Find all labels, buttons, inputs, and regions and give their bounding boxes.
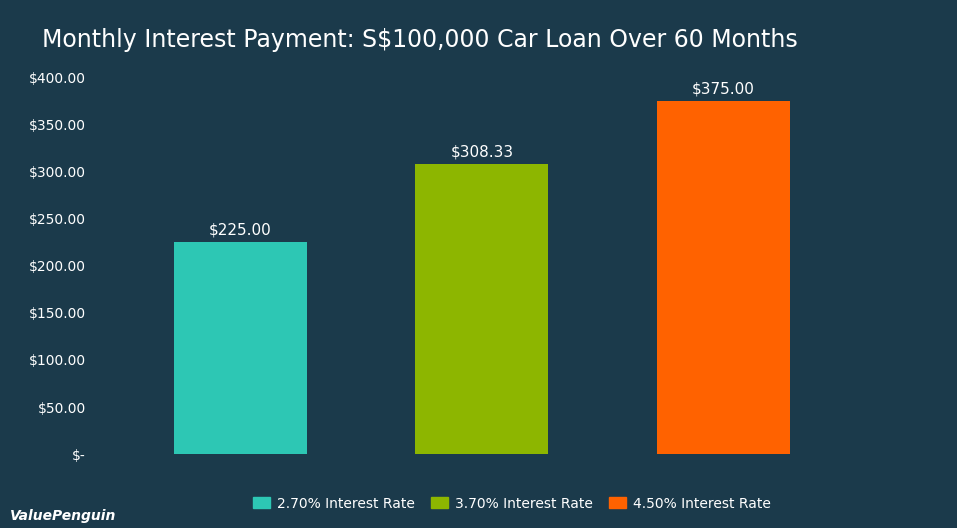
Text: $308.33: $308.33 [450, 144, 513, 159]
Bar [415, 164, 548, 454]
Bar [174, 242, 307, 454]
Text: $225.00: $225.00 [210, 222, 272, 238]
Text: Monthly Interest Payment: S$100,000 Car Loan Over 60 Months: Monthly Interest Payment: S$100,000 Car … [41, 27, 797, 52]
Text: ValuePenguin: ValuePenguin [10, 508, 116, 523]
Bar [657, 101, 790, 454]
Text: $375.00: $375.00 [692, 81, 755, 96]
Legend: 2.70% Interest Rate, 3.70% Interest Rate, 4.50% Interest Rate: 2.70% Interest Rate, 3.70% Interest Rate… [246, 489, 778, 517]
